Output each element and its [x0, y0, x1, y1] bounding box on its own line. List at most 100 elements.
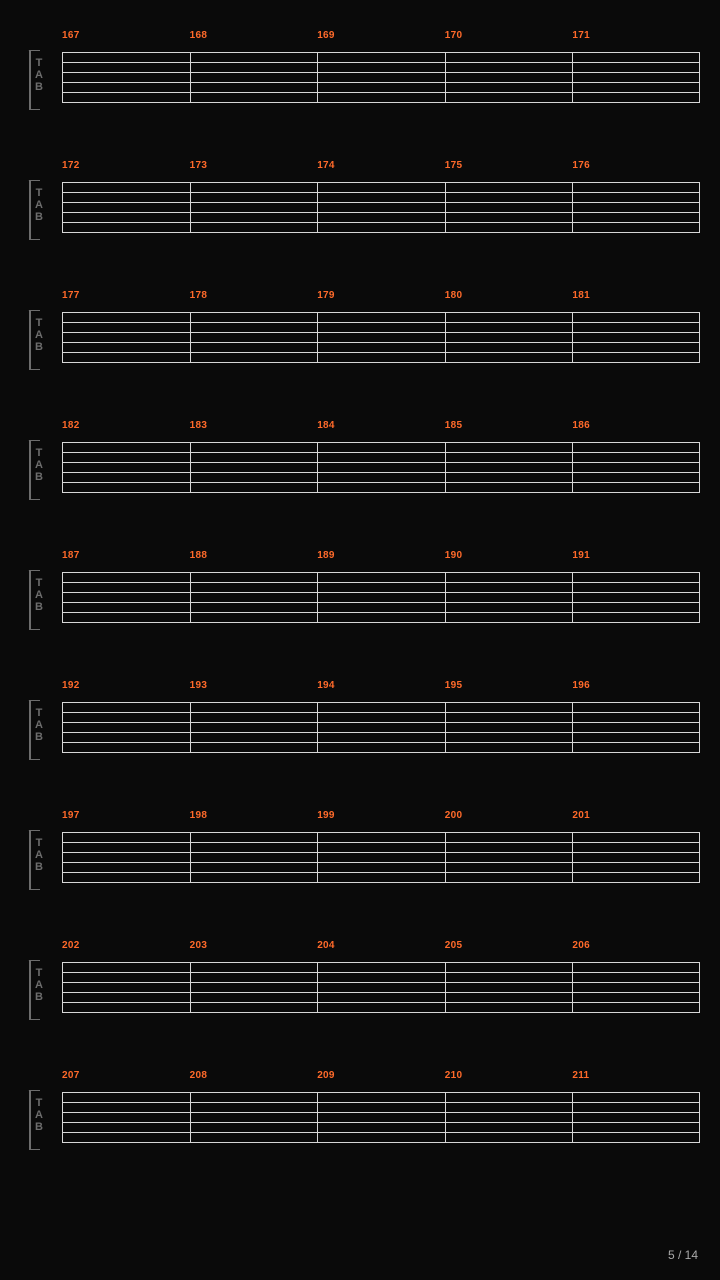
string-line: [62, 492, 700, 493]
barline: [572, 182, 573, 232]
barline: [62, 572, 63, 622]
barline: [445, 52, 446, 102]
measure-number: 184: [317, 420, 445, 434]
barline: [190, 702, 191, 752]
barline: [445, 182, 446, 232]
measure-number-row: 187188189190191: [62, 550, 700, 564]
string-line: [62, 982, 700, 983]
measure-number: 183: [190, 420, 318, 434]
barline: [317, 702, 318, 752]
measure-number: 180: [445, 290, 573, 304]
measure-number: 203: [190, 940, 318, 954]
tab-staff: [48, 832, 700, 882]
string-line: [62, 842, 700, 843]
measure-number: 169: [317, 30, 445, 44]
measure-number: 211: [572, 1070, 700, 1084]
barline: [190, 52, 191, 102]
barline: [190, 442, 191, 492]
string-line: [62, 862, 700, 863]
barline: [445, 702, 446, 752]
measure-number: 191: [572, 550, 700, 564]
measure-number: 175: [445, 160, 573, 174]
tab-staff: [48, 182, 700, 232]
tab-clef-label: TAB: [32, 58, 46, 94]
tab-clef-letter: B: [35, 82, 43, 94]
measure-number: 188: [190, 550, 318, 564]
tab-system: 197198199200201 TAB: [28, 810, 700, 905]
measure-number-row: 197198199200201: [62, 810, 700, 824]
measure-number: 194: [317, 680, 445, 694]
tab-system: 187188189190191TAB: [28, 550, 700, 645]
tab-clef-letter: B: [35, 862, 43, 874]
measure-number: 208: [190, 1070, 318, 1084]
measure-number-row: 182183184185186: [62, 420, 700, 434]
string-line: [62, 882, 700, 883]
string-line: [62, 72, 700, 73]
barline: [190, 572, 191, 622]
measure-number: 193: [190, 680, 318, 694]
string-line: [62, 582, 700, 583]
measure-number: 200: [445, 810, 573, 824]
string-line: [62, 352, 700, 353]
barline: [317, 182, 318, 232]
string-line: [62, 332, 700, 333]
measure-number: 192: [62, 680, 190, 694]
measure-number: 205: [445, 940, 573, 954]
string-line: [62, 602, 700, 603]
barline: [317, 52, 318, 102]
tab-staff: [48, 702, 700, 752]
barline: [572, 832, 573, 882]
barline: [317, 962, 318, 1012]
tab-clef-label: TAB: [32, 838, 46, 874]
barline: [445, 442, 446, 492]
tab-system: 207208209210211TAB: [28, 1070, 700, 1165]
tab-clef-letter: B: [35, 992, 43, 1004]
measure-number: 189: [317, 550, 445, 564]
string-line: [62, 722, 700, 723]
measure-number: 198: [190, 810, 318, 824]
barline: [62, 1092, 63, 1142]
string-line: [62, 202, 700, 203]
string-line: [62, 312, 700, 313]
tab-system: 177178179180181TAB: [28, 290, 700, 385]
measure-number: 176: [572, 160, 700, 174]
string-line: [62, 1012, 700, 1013]
measure-number: 168: [190, 30, 318, 44]
measure-number: 181: [572, 290, 700, 304]
barline: [317, 312, 318, 362]
measure-number: 204: [317, 940, 445, 954]
measure-number-row: 167168169170171: [62, 30, 700, 44]
tab-clef-letter: B: [35, 342, 43, 354]
tab-clef-letter: B: [35, 602, 43, 614]
measure-number: 201: [572, 810, 700, 824]
string-line: [62, 1002, 700, 1003]
measure-number: 197: [62, 810, 190, 824]
barline: [699, 702, 700, 752]
string-line: [62, 1122, 700, 1123]
barline: [62, 442, 63, 492]
barline: [699, 962, 700, 1012]
string-line: [62, 232, 700, 233]
barline: [445, 312, 446, 362]
measure-number: 182: [62, 420, 190, 434]
string-line: [62, 992, 700, 993]
string-line: [62, 182, 700, 183]
string-line: [62, 442, 700, 443]
tab-clef-label: TAB: [32, 448, 46, 484]
tab-clef-label: TAB: [32, 968, 46, 1004]
measure-number: 178: [190, 290, 318, 304]
measure-number: 209: [317, 1070, 445, 1084]
string-line: [62, 472, 700, 473]
measure-number: 207: [62, 1070, 190, 1084]
string-line: [62, 872, 700, 873]
string-line: [62, 972, 700, 973]
barline: [572, 52, 573, 102]
tab-clef-letter: B: [35, 212, 43, 224]
barline: [317, 832, 318, 882]
tab-staff: [48, 1092, 700, 1142]
string-line: [62, 1142, 700, 1143]
string-line: [62, 622, 700, 623]
measure-number: 185: [445, 420, 573, 434]
string-line: [62, 222, 700, 223]
tab-staff: [48, 572, 700, 622]
